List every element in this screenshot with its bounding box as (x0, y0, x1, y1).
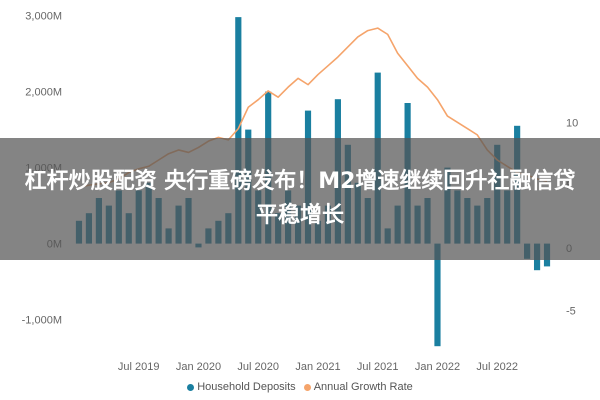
x-tick-label: Jul 2019 (118, 361, 160, 373)
legend-label-annual-growth-rate: Annual Growth Rate (313, 381, 413, 393)
bar-household-deposits (235, 17, 242, 244)
y2-tick-label: 10 (566, 117, 578, 129)
x-tick-label: Jul 2022 (476, 361, 518, 373)
legend-marker-household-deposits (187, 383, 195, 391)
legend-marker-annual-growth-rate (303, 383, 311, 391)
legend-item-household-deposits: Household Deposits (187, 381, 296, 393)
y-tick-label: -1,000M (22, 315, 62, 327)
y-tick-label: 3,000M (25, 11, 62, 23)
y-tick-label: 2,000M (25, 87, 62, 99)
legend-label-household-deposits: Household Deposits (197, 381, 296, 393)
bar-household-deposits (434, 243, 441, 347)
x-tick-label: Jan 2021 (295, 361, 340, 373)
x-axis: Jul 2019 Jan 2020 Jul 2020 Jan 2021 Jul 2021… (118, 361, 518, 373)
x-tick-label: Jul 2020 (237, 361, 279, 373)
x-tick-label: Jul 2021 (357, 361, 399, 373)
x-tick-label: Jan 2020 (176, 361, 221, 373)
legend-item-annual-growth-rate: Annual Growth Rate (303, 381, 413, 393)
y2-tick-label: -5 (566, 306, 576, 318)
x-tick-label: Jan 2022 (415, 361, 460, 373)
banner-title: 杠杆炒股配资 央行重磅发布！M2增速继续回升社融信贷平稳增长 (24, 169, 576, 228)
title-banner: 杠杆炒股配资 央行重磅发布！M2增速继续回升社融信贷平稳增长 (0, 138, 600, 260)
chart-legend: Household Deposits Annual Growth Rate (0, 378, 600, 396)
